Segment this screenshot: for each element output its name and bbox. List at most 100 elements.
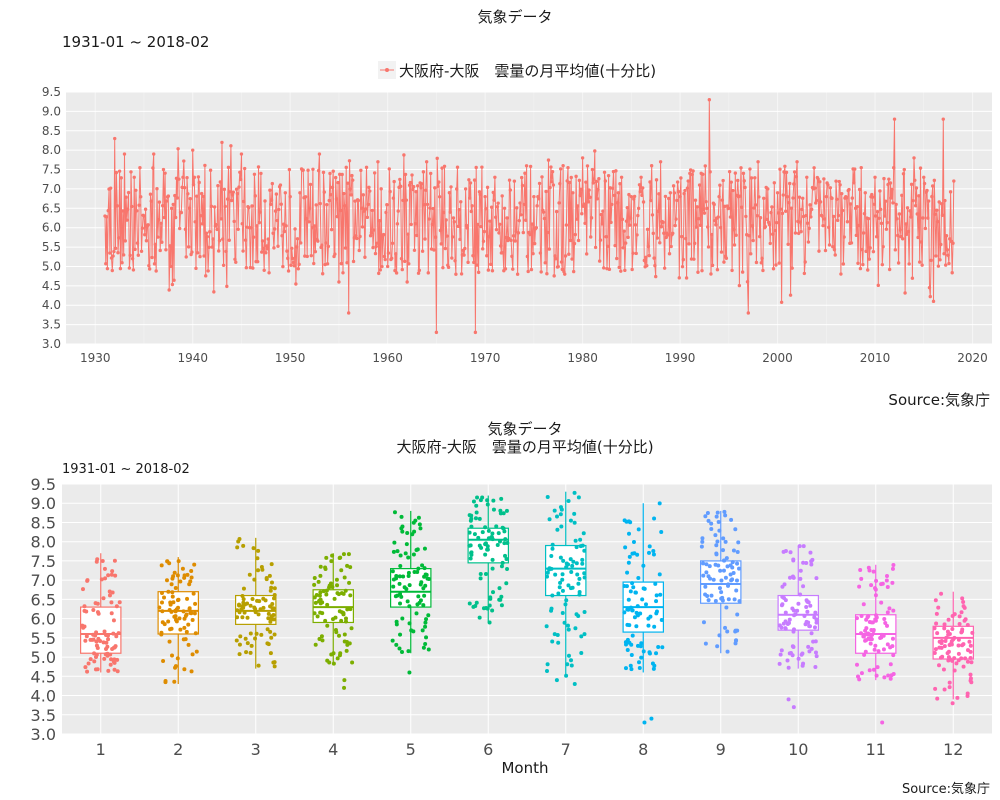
jitter-point: [946, 649, 951, 654]
jitter-point: [952, 668, 957, 673]
series-point: [307, 220, 311, 224]
jitter-point: [324, 592, 329, 597]
top-y-tick-label: 5.5: [42, 240, 61, 254]
series-point: [270, 181, 275, 186]
jitter-point: [720, 598, 725, 603]
jitter-point: [241, 600, 246, 605]
jitter-point: [173, 586, 178, 591]
jitter-point: [801, 661, 806, 666]
series-point: [313, 249, 318, 254]
jitter-point: [813, 665, 818, 670]
series-point: [151, 166, 155, 170]
series-point: [877, 216, 881, 220]
jitter-point: [736, 540, 741, 545]
jitter-point: [576, 581, 581, 586]
series-point: [459, 200, 463, 204]
jitter-point: [569, 570, 574, 575]
jitter-point: [647, 544, 652, 549]
series-point: [908, 209, 912, 213]
series-point: [840, 191, 844, 196]
series-point: [476, 270, 481, 275]
jitter-point: [582, 632, 587, 637]
jitter-point: [468, 556, 473, 561]
top-y-tick-label: 4.5: [42, 279, 61, 293]
jitter-point: [544, 668, 549, 673]
series-point: [510, 254, 514, 259]
series-point: [437, 195, 442, 199]
series-point: [205, 234, 210, 239]
series-point: [866, 216, 871, 221]
jitter-point: [871, 569, 876, 574]
series-point: [322, 190, 327, 194]
series-point: [399, 256, 404, 261]
jitter-point: [636, 575, 641, 580]
series-point: [515, 206, 519, 210]
jitter-point: [271, 660, 276, 665]
series-point: [218, 180, 223, 184]
series-point: [817, 249, 821, 253]
jitter-point: [499, 496, 504, 501]
series-point: [831, 214, 836, 219]
jitter-point: [418, 598, 423, 603]
series-point: [856, 261, 860, 265]
series-point: [761, 268, 765, 273]
jitter-point: [110, 647, 115, 652]
series-point: [671, 231, 675, 235]
series-point: [689, 257, 694, 261]
series-point: [487, 235, 491, 239]
series-point: [452, 220, 456, 224]
series-point: [225, 284, 229, 289]
series-point: [807, 226, 811, 231]
jitter-point: [882, 675, 887, 680]
jitter-point: [942, 687, 947, 692]
series-point: [701, 172, 705, 176]
jitter-point: [397, 574, 402, 579]
outlier-point: [786, 697, 791, 702]
jitter-point: [714, 551, 719, 556]
jitter-point: [171, 600, 176, 605]
jitter-point: [312, 576, 317, 581]
jitter-point: [491, 590, 496, 595]
series-point: [351, 178, 355, 182]
jitter-point: [99, 577, 104, 582]
jitter-point: [961, 664, 966, 669]
series-point: [311, 167, 315, 171]
series-point: [872, 202, 876, 207]
series-point: [415, 233, 419, 238]
jitter-point: [405, 599, 410, 604]
jitter-point: [890, 566, 895, 571]
jitter-point: [950, 627, 955, 632]
series-point: [459, 272, 464, 276]
jitter-point: [705, 511, 710, 516]
series-point: [230, 198, 234, 203]
series-point: [839, 272, 843, 276]
jitter-point: [801, 560, 806, 565]
series-point: [433, 235, 438, 239]
jitter-point: [341, 552, 346, 557]
jitter-point: [188, 579, 193, 584]
jitter-point: [808, 550, 813, 555]
series-point: [896, 233, 900, 238]
jitter-point: [390, 569, 395, 574]
series-point: [524, 218, 528, 222]
jitter-point: [648, 614, 653, 619]
series-point: [801, 196, 805, 200]
series-point: [683, 188, 687, 193]
series-point: [294, 245, 299, 249]
top-y-tick-label: 3.5: [42, 318, 61, 332]
series-point: [768, 241, 772, 246]
series-point: [564, 223, 569, 227]
series-point: [318, 201, 322, 206]
series-point: [853, 167, 857, 171]
series-point: [439, 242, 443, 246]
jitter-point: [786, 665, 791, 670]
jitter-point: [970, 630, 975, 635]
jitter-point: [399, 594, 404, 599]
series-point: [508, 188, 513, 192]
jitter-point: [254, 631, 259, 636]
jitter-point: [245, 615, 250, 620]
legend-key-icon: [378, 61, 396, 79]
jitter-point: [490, 566, 495, 571]
series-point: [498, 244, 503, 248]
series-point: [221, 237, 225, 241]
